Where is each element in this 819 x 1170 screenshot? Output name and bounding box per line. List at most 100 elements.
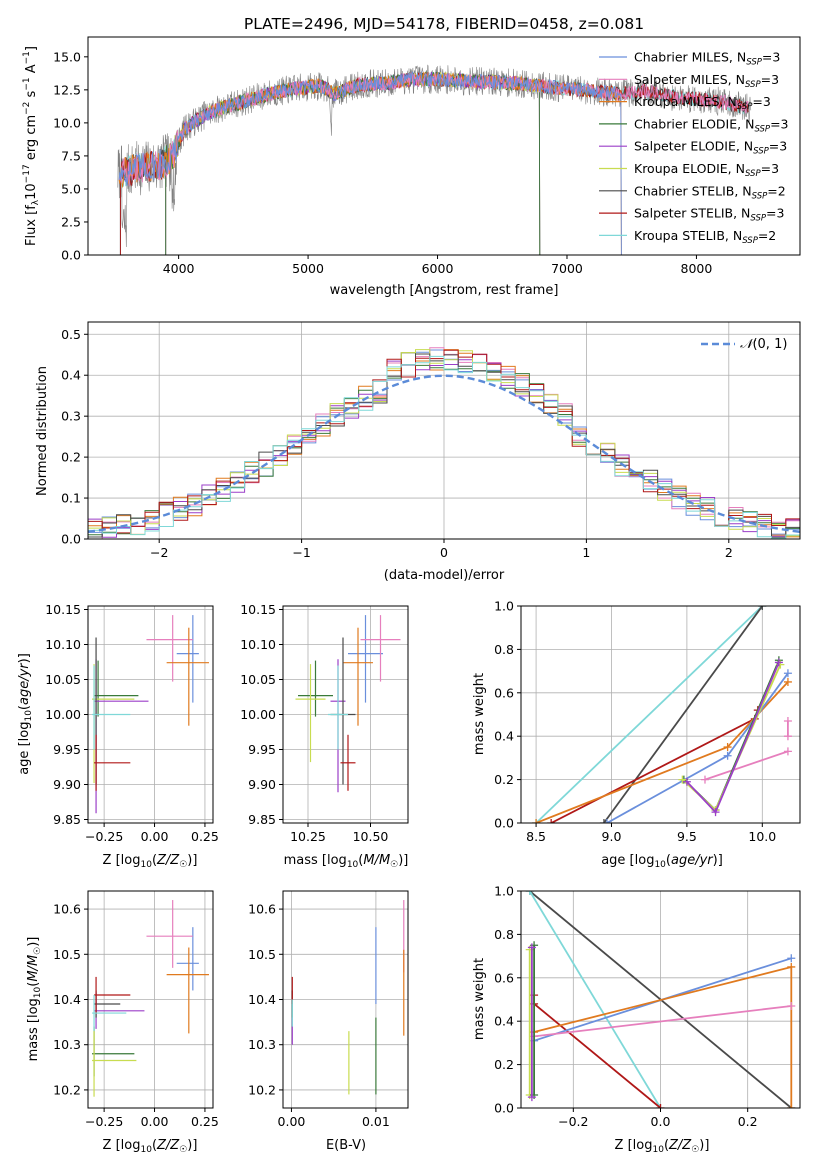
x-tick-label: −0.25 — [85, 1114, 123, 1129]
model-spectrum-kroupa-miles — [118, 71, 622, 255]
y-tick-label: 0.2 — [494, 1057, 514, 1072]
x-tick-label: 1 — [582, 545, 590, 560]
legend-label: Chabrier STELIB, NSSP=2 — [634, 183, 786, 201]
massweight-line-kroupa-miles — [533, 965, 793, 1108]
massweight-point — [682, 777, 691, 786]
massweight-vs-age-ylabel: mass weight — [472, 673, 487, 755]
errorbar-kroupa-miles — [166, 627, 209, 726]
age-vs-Z-ylabel: age [log10(age/yr)] — [17, 653, 34, 775]
y-tick-label: 10.0 — [53, 115, 81, 130]
massweight-vs-Z-ylabel: mass weight — [472, 958, 487, 1040]
errorbar-salpeter-miles — [360, 615, 401, 682]
massweight-point — [758, 606, 767, 610]
y-tick-label: 10.10 — [45, 637, 81, 652]
massweight-line-salpeter-miles — [704, 750, 789, 781]
y-tick-label: 9.90 — [248, 777, 276, 792]
mass-vs-Z-xlabel: Z [log10(Z/Z☉)] — [103, 1138, 198, 1155]
errorbar-chabrier-miles — [176, 927, 199, 991]
mass-vs-EBV-panel: 0.00 0.01 10.2 10.3 10.4 10.5 10.6 E(B-V) — [248, 890, 409, 1153]
massweight-line-salpeter-stelib — [550, 709, 759, 823]
y-tick-label: 10.00 — [45, 707, 81, 722]
legend-label: Chabrier ELODIE, NSSP=3 — [634, 116, 789, 134]
y-tick-label: 10.6 — [53, 902, 81, 917]
legend-label: Salpeter STELIB, NSSP=3 — [634, 206, 784, 224]
errorbar-salpeter-stelib — [94, 976, 131, 1014]
x-tick-label: 8000 — [681, 261, 713, 276]
x-tick-label: 0 — [440, 545, 448, 560]
massweight-point — [787, 954, 796, 963]
errorbar-salpeter-elodie — [94, 659, 149, 814]
model-spectrum-salpeter-elodie — [165, 72, 541, 255]
legend-label: Kroupa MILES, NSSP=3 — [634, 94, 771, 112]
y-tick-label: 2.5 — [61, 214, 81, 229]
y-tick-label: 0.6 — [494, 685, 514, 700]
massweight-point — [723, 743, 732, 752]
y-tick-label: 0.0 — [61, 532, 81, 547]
residuals-panel: −2 −1 0 1 2 0.0 0.1 0.2 0.3 0.4 0.5 (data-model)/e… — [35, 321, 801, 583]
y-tick-label: 0.4 — [61, 368, 81, 383]
massweight-point — [711, 808, 720, 817]
y-tick-label: 10.10 — [240, 637, 276, 652]
massweight-point — [783, 717, 792, 726]
mass-vs-Z-ylabel: mass [log10(M/M☉)] — [26, 937, 43, 1062]
y-tick-label: 0.0 — [494, 1101, 514, 1116]
age-vs-mass-panel: 10.25 10.50 9.85 9.90 9.95 10.00 10.05 10.10 10.… — [240, 602, 409, 870]
legend-label: Chabrier MILES, NSSP=3 — [634, 50, 780, 68]
massweight-vs-age-panel: 8.5 9.0 9.5 10.0 0.0 0.2 0.4 0.6 0.8 1.0 age [log… — [472, 599, 801, 870]
massweight-point — [787, 1104, 796, 1108]
x-tick-label: 0.00 — [278, 1114, 306, 1129]
y-tick-label: 9.95 — [53, 742, 81, 757]
model-spectrum-kroupa-elodie — [165, 72, 541, 255]
x-tick-label: −2 — [150, 545, 168, 560]
mass-vs-Z-panel: −0.25 0.00 0.25 10.2 10.3 10.4 10.5 10.6 Z [log… — [26, 890, 219, 1155]
y-tick-label: 0.4 — [494, 729, 514, 744]
normal-distribution-curve — [88, 374, 800, 533]
x-tick-label: −0.2 — [558, 1114, 588, 1129]
y-tick-label: 10.05 — [45, 672, 81, 687]
errorbar-chabrier-miles — [348, 615, 383, 703]
model-spectrum-chabrier-elodie — [165, 70, 541, 255]
y-tick-label: 0.1 — [61, 491, 81, 506]
errorbar-kroupa-stelib — [92, 665, 131, 750]
massweight-point — [774, 658, 783, 667]
massweight-point — [599, 819, 608, 823]
y-tick-label: 0.0 — [494, 816, 514, 831]
y-tick-label: 10.3 — [248, 1037, 276, 1052]
y-tick-label: 10.00 — [240, 707, 276, 722]
massweight-point — [678, 775, 687, 784]
y-tick-label: 5.0 — [61, 181, 81, 196]
massweight-point — [532, 819, 541, 823]
x-tick-label: −1 — [292, 545, 310, 560]
y-tick-label: 10.15 — [45, 602, 81, 617]
model-spectrum-chabrier-miles — [118, 70, 622, 255]
massweight-point — [527, 943, 536, 952]
errorbar-kroupa-elodie — [92, 1028, 137, 1097]
massweight-vs-age-xlabel: age [log10(age/yr)] — [601, 853, 723, 870]
residual-histogram-kroupa-stelib — [88, 355, 800, 539]
errorbar-salpeter-miles — [146, 900, 193, 968]
massweight-point — [547, 819, 556, 823]
y-tick-label: 10.4 — [53, 992, 81, 1007]
y-tick-label: 0.3 — [61, 409, 81, 424]
massweight-point — [787, 962, 796, 971]
x-tick-label: 5000 — [292, 261, 324, 276]
y-tick-label: 0.8 — [494, 642, 514, 657]
y-tick-label: 0.0 — [61, 248, 81, 263]
errorbar-salpeter-stelib — [340, 734, 356, 791]
errorbar-chabrier-elodie — [92, 1026, 135, 1077]
errorbar-kroupa-stelib — [328, 665, 348, 750]
massweight-point — [602, 819, 611, 823]
massweight-point — [783, 732, 792, 741]
y-tick-label: 10.5 — [53, 947, 81, 962]
massweight-line-chabrier-elodie — [683, 659, 780, 812]
errorbar-kroupa-miles — [343, 627, 373, 726]
x-tick-label: 4000 — [163, 261, 195, 276]
x-tick-label: 0.25 — [191, 1114, 219, 1129]
legend-label: Salpeter MILES, NSSP=3 — [634, 72, 779, 90]
y-tick-label: 0.6 — [494, 970, 514, 985]
y-tick-label: 10.6 — [248, 902, 276, 917]
errorbar-kroupa-elodie — [295, 664, 326, 763]
y-tick-label: 12.5 — [53, 82, 81, 97]
y-tick-label: 1.0 — [494, 599, 514, 614]
normal-legend-label: 𝒩(0, 1) — [740, 337, 787, 352]
